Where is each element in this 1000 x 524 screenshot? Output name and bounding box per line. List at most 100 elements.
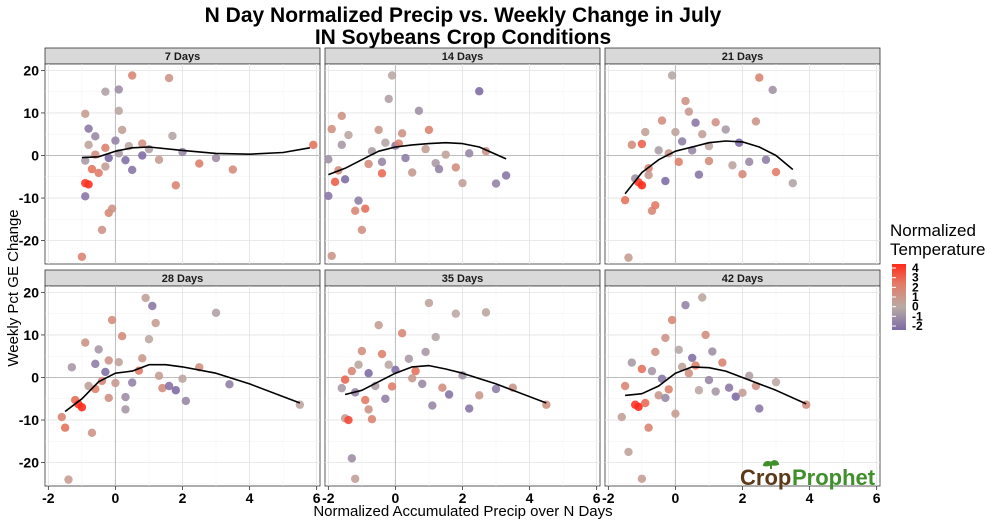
data-point [788, 178, 798, 188]
data-point [718, 358, 727, 367]
data-point [377, 169, 387, 178]
chart-title-line2: IN Soybeans Crop Conditions [315, 26, 611, 49]
data-point [138, 354, 147, 363]
data-point [387, 382, 397, 391]
data-point [350, 206, 360, 216]
data-point [428, 401, 437, 410]
data-point [91, 359, 100, 369]
data-point [694, 386, 704, 395]
data-point [654, 146, 663, 155]
x-tick-label: 2 [459, 490, 467, 506]
data-point [337, 111, 346, 121]
data-point [694, 170, 704, 179]
data-point [671, 127, 680, 137]
data-point [654, 391, 663, 400]
data-point [634, 402, 643, 412]
data-point [724, 383, 734, 392]
data-point [691, 361, 700, 370]
data-point [144, 334, 154, 344]
data-point [87, 164, 97, 174]
data-point [738, 170, 747, 179]
data-point [424, 298, 434, 308]
data-point [637, 474, 647, 483]
data-point [451, 309, 460, 318]
y-tick-label: -20 [19, 455, 39, 471]
data-point [641, 398, 650, 408]
data-point [624, 253, 633, 262]
data-point [637, 139, 647, 149]
data-point [411, 366, 420, 376]
data-point [444, 390, 454, 399]
data-point [475, 391, 484, 400]
facet-strip-label: 21 Days [722, 51, 764, 63]
facet-panel: 35 Days -2 0 2 4 6 [322, 269, 601, 506]
data-point [347, 366, 357, 376]
data-point [104, 153, 113, 163]
x-tick-label: 4 [526, 490, 534, 506]
data-point [667, 315, 677, 325]
x-tick-label: -2 [602, 490, 615, 506]
legend-tick-label: 0 [912, 300, 919, 314]
data-point [121, 392, 130, 402]
chart-title-line1: N Day Normalized Precip vs. Weekly Chang… [205, 4, 722, 27]
data-point [77, 403, 87, 412]
data-point [107, 315, 117, 325]
data-point [691, 118, 700, 127]
legend-title-line1: Normalized [890, 221, 976, 240]
data-point [651, 201, 660, 210]
data-point [91, 132, 100, 141]
data-point [344, 415, 353, 425]
data-point [81, 192, 90, 201]
data-point [431, 332, 440, 342]
data-point [101, 87, 110, 96]
data-point [771, 377, 781, 387]
data-point [101, 162, 110, 171]
data-point [94, 168, 103, 178]
data-point [704, 156, 714, 166]
data-point [354, 360, 363, 369]
data-point [111, 378, 120, 388]
data-point [67, 363, 77, 372]
data-point [60, 423, 70, 432]
data-point [424, 125, 434, 135]
data-point [84, 381, 93, 391]
data-point [121, 405, 130, 414]
data-point [364, 405, 373, 414]
data-point [684, 369, 694, 378]
data-point [451, 163, 460, 172]
x-tick-label: 2 [179, 490, 187, 506]
data-point [397, 329, 407, 338]
y-tick-label: -20 [19, 233, 39, 249]
y-tick-label: 0 [31, 369, 39, 385]
data-point [111, 136, 120, 145]
data-point [151, 318, 160, 328]
data-point [164, 381, 174, 391]
data-point [327, 124, 336, 134]
data-point [117, 125, 127, 135]
facet-strip-label: 35 Days [442, 273, 484, 285]
data-point [340, 375, 350, 384]
data-point [148, 301, 157, 311]
data-point [84, 124, 93, 133]
trend-line [625, 366, 807, 405]
data-point [178, 147, 187, 157]
data-point [384, 360, 393, 369]
y-tick-label: 20 [23, 62, 39, 78]
cropprophet-logo: Crop Prophet [740, 460, 876, 490]
data-point [138, 139, 147, 148]
data-point [87, 428, 97, 438]
data-point [344, 130, 353, 140]
data-point [711, 387, 720, 396]
data-point [84, 180, 93, 189]
data-point [647, 366, 657, 376]
data-point [374, 320, 383, 330]
data-point [340, 175, 350, 184]
data-point [677, 362, 687, 372]
data-point [671, 409, 680, 418]
x-tick-label: 2 [739, 490, 747, 506]
data-point [731, 392, 740, 401]
data-point [755, 73, 764, 82]
